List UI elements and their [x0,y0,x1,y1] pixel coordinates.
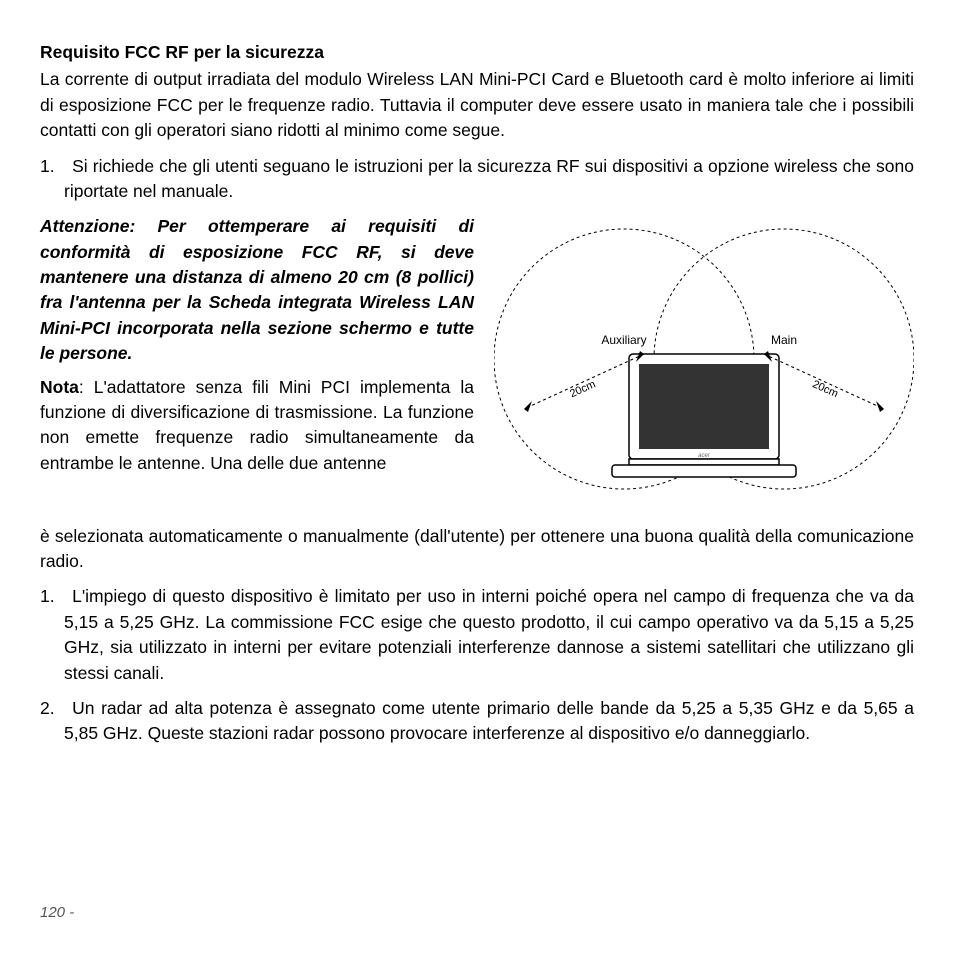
laptop-brand: acer [698,453,711,459]
list2-item-2: 2. Un radar ad alta potenza è assegnato … [40,696,914,747]
laptop-screen [639,364,769,449]
nota-paragraph: Nota: L'adattatore senza fili Mini PCI i… [40,375,474,477]
text-column: Attenzione: Per ottemperare ai requisiti… [40,214,474,521]
left-arrow-out [524,401,532,412]
laptop-base [612,465,796,477]
first-list-item: 1. Si richiede che gli utenti seguano le… [40,154,914,205]
attention-paragraph: Attenzione: Per ottemperare ai requisiti… [40,214,474,366]
continuation-paragraph: è selezionata automaticamente o manualme… [40,524,914,575]
second-list: 1. L'impiego di questo dispositivo è lim… [40,584,914,746]
intro-paragraph: La corrente di output irradiata del modu… [40,67,914,143]
antenna-diagram: Auxiliary Main acer 20cm 20cm [494,214,914,521]
right-arrow-out [876,401,884,412]
nota-text: : L'adattatore senza fili Mini PCI imple… [40,377,474,473]
nota-label: Nota [40,377,79,397]
list2-item-1: 1. L'impiego di questo dispositivo è lim… [40,584,914,686]
aux-label: Auxiliary [601,333,646,347]
section-heading: Requisito FCC RF per la sicurezza [40,40,914,65]
page-number: 120 - [40,902,74,924]
two-column-section: Attenzione: Per ottemperare ai requisiti… [40,214,914,521]
main-label: Main [771,333,797,347]
laptop-hinge [629,459,779,465]
